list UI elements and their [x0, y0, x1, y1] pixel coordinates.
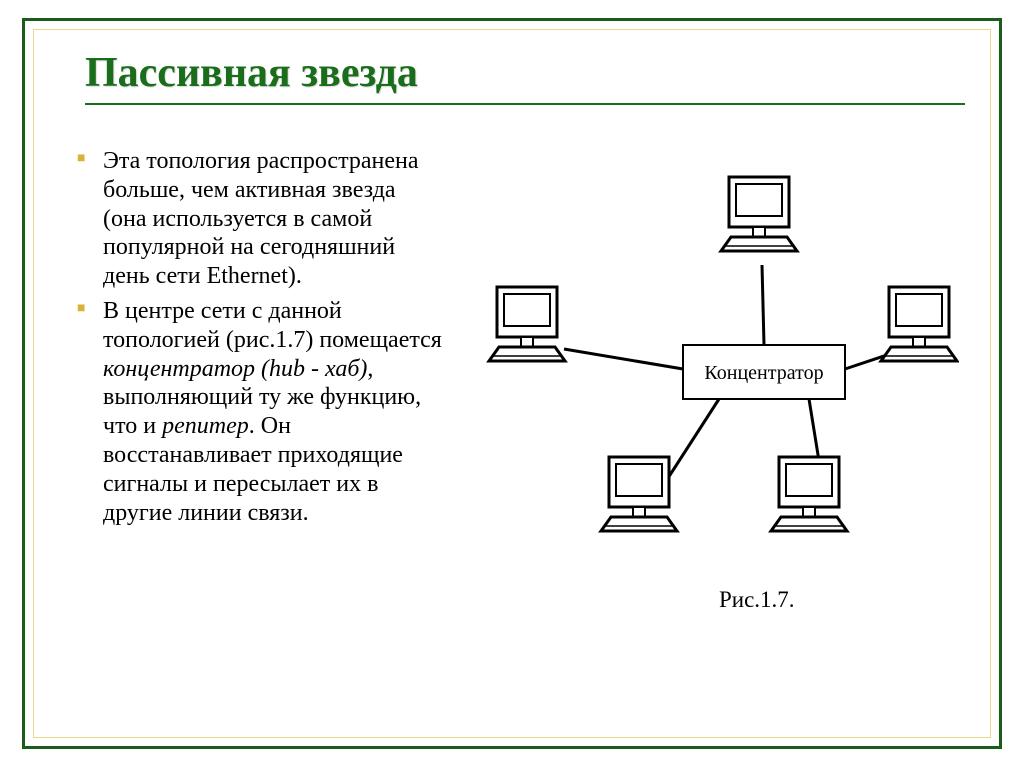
bullet-list: Эта топология распространена больше, чем…	[77, 147, 443, 577]
computer-icon	[771, 457, 847, 531]
bullet-text: Эта топология распространена больше, чем…	[103, 148, 419, 289]
diagram-area: Концентратор Рис.1.7.	[459, 147, 959, 577]
network-diagram-svg: Концентратор	[459, 147, 959, 577]
slide-title: Пассивная звезда	[85, 49, 959, 97]
hub-label: Концентратор	[704, 362, 823, 384]
computer-icon	[881, 287, 957, 361]
computer-icon	[721, 177, 797, 251]
computer-icon	[601, 457, 677, 531]
bullet-item: Эта топология распространена больше, чем…	[77, 147, 443, 291]
content-row: Эта топология распространена больше, чем…	[77, 147, 959, 577]
bullet-item: В центре сети с данной топологией (рис.1…	[77, 297, 443, 527]
figure-caption: Рис.1.7.	[719, 587, 795, 613]
bullet-italic-1a: концентратор (hub - хаб)	[103, 356, 367, 382]
bullet-text-1a: В центре сети с данной топологией (рис.1…	[103, 298, 442, 353]
title-underline	[85, 103, 965, 105]
computer-icon	[489, 287, 565, 361]
bullet-italic-1b: репитер	[162, 413, 249, 439]
